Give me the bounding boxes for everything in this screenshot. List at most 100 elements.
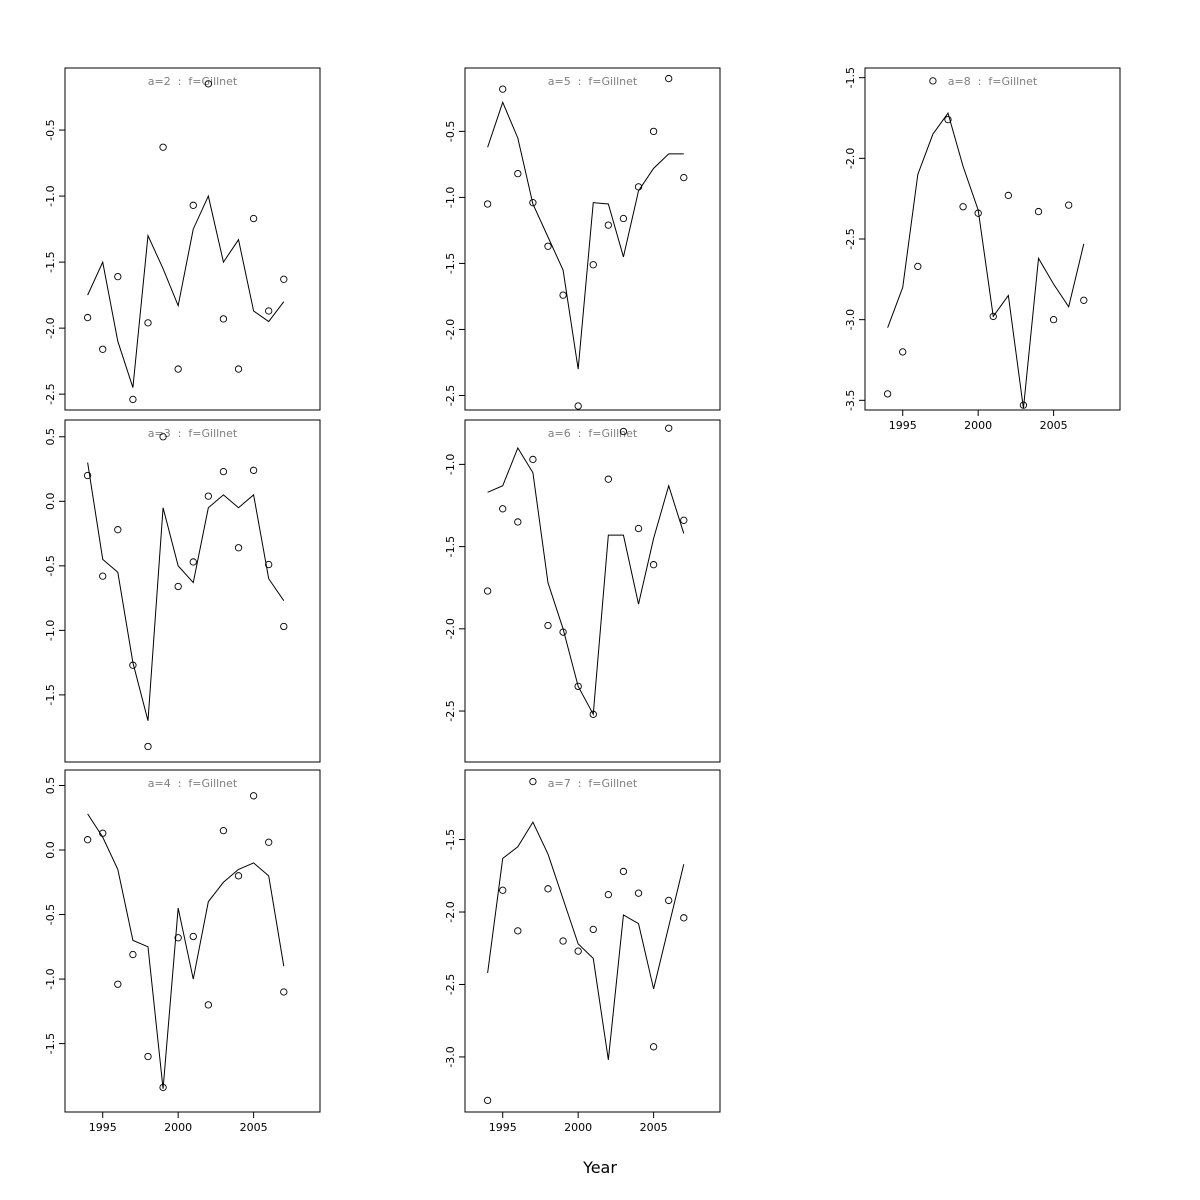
data-point (604, 221, 612, 229)
data-point (144, 319, 152, 327)
y-tick-label: -2.5 (444, 385, 457, 406)
data-point (1049, 316, 1058, 324)
y-tick-label: -0.5 (444, 121, 457, 142)
data-point (914, 262, 922, 271)
data-point (280, 275, 288, 283)
y-tick-label: -1.5 (444, 829, 457, 850)
panel-plot-a2: -0.5 -1.0 -1.5 -2.0 -2.5 a=2 : f=Gillnet (44, 67, 321, 411)
panel-border (64, 419, 321, 763)
data-point (680, 914, 688, 922)
data-point (114, 980, 122, 988)
fitted-line (487, 100, 684, 370)
panel-plot-a8: -1.5 -2.0 -2.5 -3.0 -3.5 1995 2000 2005 a=8 : f=… (844, 67, 1121, 432)
data-point (204, 492, 212, 500)
data-point (1080, 296, 1088, 304)
y-tick-label: -2.5 (844, 228, 857, 249)
data-point (234, 544, 243, 552)
fitted-line (487, 446, 685, 717)
data-point (665, 74, 673, 83)
x-tick-label: 2005 (240, 1121, 268, 1134)
x-tick-label: 2000 (164, 1121, 192, 1134)
data-point (249, 466, 258, 474)
panel-border (64, 769, 321, 1113)
data-point (219, 315, 228, 323)
panel-plot-a6: -1.0 -1.5 -2.0 -2.5 a=6 : f=Gillnet (444, 419, 721, 763)
data-point (1019, 401, 1028, 409)
x-tick-label: 2000 (564, 1121, 592, 1134)
data-point (680, 516, 688, 524)
observed-points (483, 424, 688, 718)
data-point (619, 214, 628, 223)
panel-title: a=3 : f=Gillnet (148, 427, 238, 440)
panel-title: a=5 : f=Gillnet (548, 75, 638, 88)
y-tick-label: -2.0 (444, 901, 457, 922)
fitted-line (87, 462, 285, 721)
data-point (265, 560, 273, 569)
y-tick-label: -1.5 (44, 251, 57, 272)
data-point (514, 169, 522, 178)
data-point (483, 1096, 492, 1105)
x-tick-label: 1995 (889, 419, 917, 432)
fitted-line (887, 112, 1085, 409)
y-tick-label: -2.0 (444, 618, 457, 639)
data-point (129, 950, 137, 959)
data-point (234, 365, 243, 373)
data-point (219, 827, 228, 835)
data-point (265, 838, 273, 846)
data-point (514, 927, 522, 935)
data-point (544, 242, 552, 250)
data-point (589, 925, 597, 934)
data-point (604, 475, 612, 483)
y-tick-label: -0.5 (44, 119, 57, 140)
data-point (1065, 201, 1073, 209)
y-tick-label: 0.5 (44, 777, 57, 795)
y-tick-label: -2.5 (444, 974, 457, 995)
data-point (574, 682, 582, 691)
data-point (99, 829, 107, 837)
panel-border (464, 419, 721, 763)
data-point (899, 348, 907, 356)
data-point (189, 558, 197, 566)
observed-points (483, 74, 688, 410)
data-point (680, 173, 688, 182)
data-point (514, 518, 522, 526)
y-tick-label: -1.5 (444, 253, 457, 274)
data-point (499, 85, 507, 93)
data-point (483, 200, 492, 208)
data-point (649, 1043, 658, 1051)
data-point (619, 427, 628, 436)
panel-title: a=6 : f=Gillnet (548, 427, 638, 440)
panel-a7: -1.5 -2.0 -2.5 -3.0 1995 2000 2005 a=7 : f=Gill… (420, 769, 730, 1152)
data-point (574, 947, 582, 955)
data-point (280, 622, 288, 631)
data-point (974, 209, 982, 217)
data-point (634, 889, 643, 897)
y-tick-label: -2.0 (44, 317, 57, 338)
data-point (574, 402, 582, 410)
panel-a8: -1.5 -2.0 -2.5 -3.0 -3.5 1995 2000 2005 a=8 : f=… (820, 67, 1130, 450)
data-point (174, 365, 182, 373)
data-point (265, 307, 273, 315)
observed-points (83, 80, 288, 404)
data-point (559, 937, 567, 945)
y-tick-label: 0.0 (44, 841, 57, 859)
data-point (589, 261, 597, 269)
y-tick-label: 0.5 (44, 428, 57, 446)
data-point (529, 777, 537, 786)
data-point (989, 312, 997, 321)
data-point (159, 1083, 167, 1092)
data-point (249, 214, 258, 223)
panel-plot-a3: 0.5 0.0 -0.5 -1.0 -1.5 a=3 : f=Gillnet (44, 419, 321, 763)
data-point (129, 661, 137, 669)
y-tick-label: -3.0 (844, 309, 857, 330)
fitted-line (487, 821, 685, 1060)
data-point (99, 345, 107, 353)
panel-a3: 0.5 0.0 -0.5 -1.0 -1.5 a=3 : f=Gillnet (20, 419, 330, 802)
data-point (559, 628, 567, 636)
y-tick-label: -1.5 (844, 67, 857, 88)
data-point (544, 621, 552, 630)
panel-a4: 0.5 0.0 -0.5 -1.0 -1.5 1995 2000 2005 a=4 : f=Gi… (20, 769, 330, 1152)
data-point (604, 890, 612, 899)
panel-title: a=4 : f=Gillnet (148, 777, 238, 790)
